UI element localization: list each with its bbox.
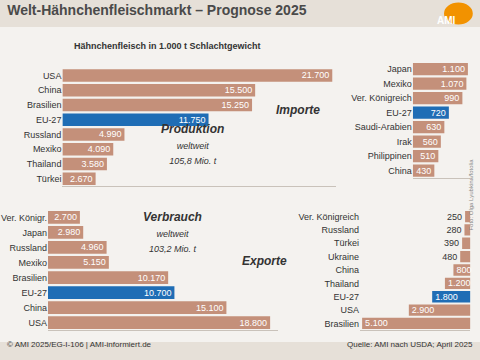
svg-text:Foto: Olga Lyubkina/fotolia: Foto: Olga Lyubkina/fotolia	[468, 159, 474, 231]
svg-text:480: 480	[442, 252, 457, 262]
svg-text:Brasilien: Brasilien	[12, 273, 47, 283]
svg-text:5.150: 5.150	[83, 257, 106, 267]
svg-text:990: 990	[444, 93, 459, 103]
svg-text:720: 720	[431, 108, 446, 118]
svg-text:USA: USA	[43, 71, 62, 81]
svg-text:China: China	[23, 303, 47, 313]
svg-text:2.700: 2.700	[54, 212, 77, 222]
svg-text:5.100: 5.100	[365, 318, 388, 328]
svg-text:2.980: 2.980	[58, 227, 81, 237]
svg-text:Japan: Japan	[22, 228, 47, 238]
svg-text:Verbrauchweltweit103,2 Mio. t: Verbrauchweltweit103,2 Mio. t	[143, 210, 202, 254]
svg-text:Russland: Russland	[9, 243, 47, 253]
svg-text:280: 280	[446, 225, 461, 235]
svg-text:Philippinen: Philippinen	[368, 151, 412, 161]
svg-text:Importe: Importe	[276, 103, 320, 117]
svg-text:China: China	[335, 265, 359, 275]
svg-text:Japan: Japan	[387, 64, 412, 74]
svg-text:4.090: 4.090	[88, 144, 111, 154]
svg-text:Produktionweltweit105,8 Mio. t: Produktionweltweit105,8 Mio. t	[161, 122, 224, 166]
svg-text:Türkei: Türkei	[334, 238, 359, 248]
svg-text:USA: USA	[28, 318, 47, 328]
svg-text:Ver. Königr.: Ver. Königr.	[1, 213, 47, 223]
svg-text:EU-27: EU-27	[333, 292, 359, 302]
svg-text:11.750: 11.750	[179, 115, 206, 125]
svg-text:China: China	[388, 166, 412, 176]
svg-text:China: China	[38, 85, 62, 95]
svg-text:2.900: 2.900	[412, 305, 435, 315]
svg-text:Ver. Königreich: Ver. Königreich	[351, 93, 412, 103]
svg-text:Brasilien: Brasilien	[27, 100, 62, 110]
svg-text:21.700: 21.700	[302, 70, 330, 80]
svg-text:USA: USA	[340, 305, 359, 315]
svg-text:Russland: Russland	[321, 225, 359, 235]
svg-text:Hähnchenfleisch in 1.000 t Sch: Hähnchenfleisch in 1.000 t Schlachtgewic…	[74, 41, 261, 51]
svg-text:Mexiko: Mexiko	[383, 79, 412, 89]
svg-text:Ukraine: Ukraine	[328, 252, 359, 262]
svg-text:510: 510	[420, 151, 435, 161]
svg-text:10.170: 10.170	[138, 273, 166, 283]
svg-text:Türkei: Türkei	[36, 174, 61, 184]
svg-text:Saudi-Arabien: Saudi-Arabien	[355, 122, 412, 132]
svg-text:3.580: 3.580	[81, 159, 104, 169]
svg-text:Ver. Königreich: Ver. Königreich	[298, 212, 359, 222]
svg-text:Welt-Hähnchenfleischmarkt – Pr: Welt-Hähnchenfleischmarkt – Prognose 202…	[7, 2, 306, 18]
svg-text:EU-27: EU-27	[36, 115, 62, 125]
svg-text:4.960: 4.960	[81, 242, 104, 252]
svg-text:10.700: 10.700	[144, 288, 172, 298]
svg-text:1.800: 1.800	[435, 292, 458, 302]
svg-text:Thailand: Thailand	[324, 279, 359, 289]
svg-text:800: 800	[456, 265, 471, 275]
svg-text:15.500: 15.500	[225, 85, 253, 95]
svg-text:Irak: Irak	[397, 137, 413, 147]
svg-text:15.100: 15.100	[196, 303, 224, 313]
svg-text:18.800: 18.800	[240, 318, 268, 328]
svg-text:430: 430	[416, 166, 431, 176]
svg-text:1.070: 1.070	[441, 79, 464, 89]
svg-text:Mexiko: Mexiko	[33, 144, 62, 154]
svg-text:AMI: AMI	[437, 15, 456, 26]
svg-text:Thailand: Thailand	[27, 159, 62, 169]
svg-text:2.670: 2.670	[70, 174, 93, 184]
svg-text:© AMI 2025/EG-I-106 | AMI-info: © AMI 2025/EG-I-106 | AMI-informiert.de	[7, 340, 152, 349]
svg-text:390: 390	[444, 238, 459, 248]
svg-text:EU-27: EU-27	[386, 108, 412, 118]
svg-text:Mexiko: Mexiko	[18, 258, 47, 268]
svg-text:Quelle: AMI nach USDA; April 2: Quelle: AMI nach USDA; April 2025	[347, 340, 473, 349]
svg-text:560: 560	[423, 137, 438, 147]
svg-text:1.100: 1.100	[442, 64, 465, 74]
svg-text:630: 630	[426, 122, 441, 132]
svg-text:Russland: Russland	[24, 130, 62, 140]
svg-text:Exporte: Exporte	[242, 254, 287, 268]
svg-text:250: 250	[447, 212, 462, 222]
svg-text:15.250: 15.250	[222, 100, 250, 110]
svg-text:EU-27: EU-27	[21, 288, 47, 298]
svg-text:4.990: 4.990	[99, 129, 122, 139]
svg-text:1.200: 1.200	[448, 278, 471, 288]
svg-text:Brasilien: Brasilien	[324, 319, 359, 329]
